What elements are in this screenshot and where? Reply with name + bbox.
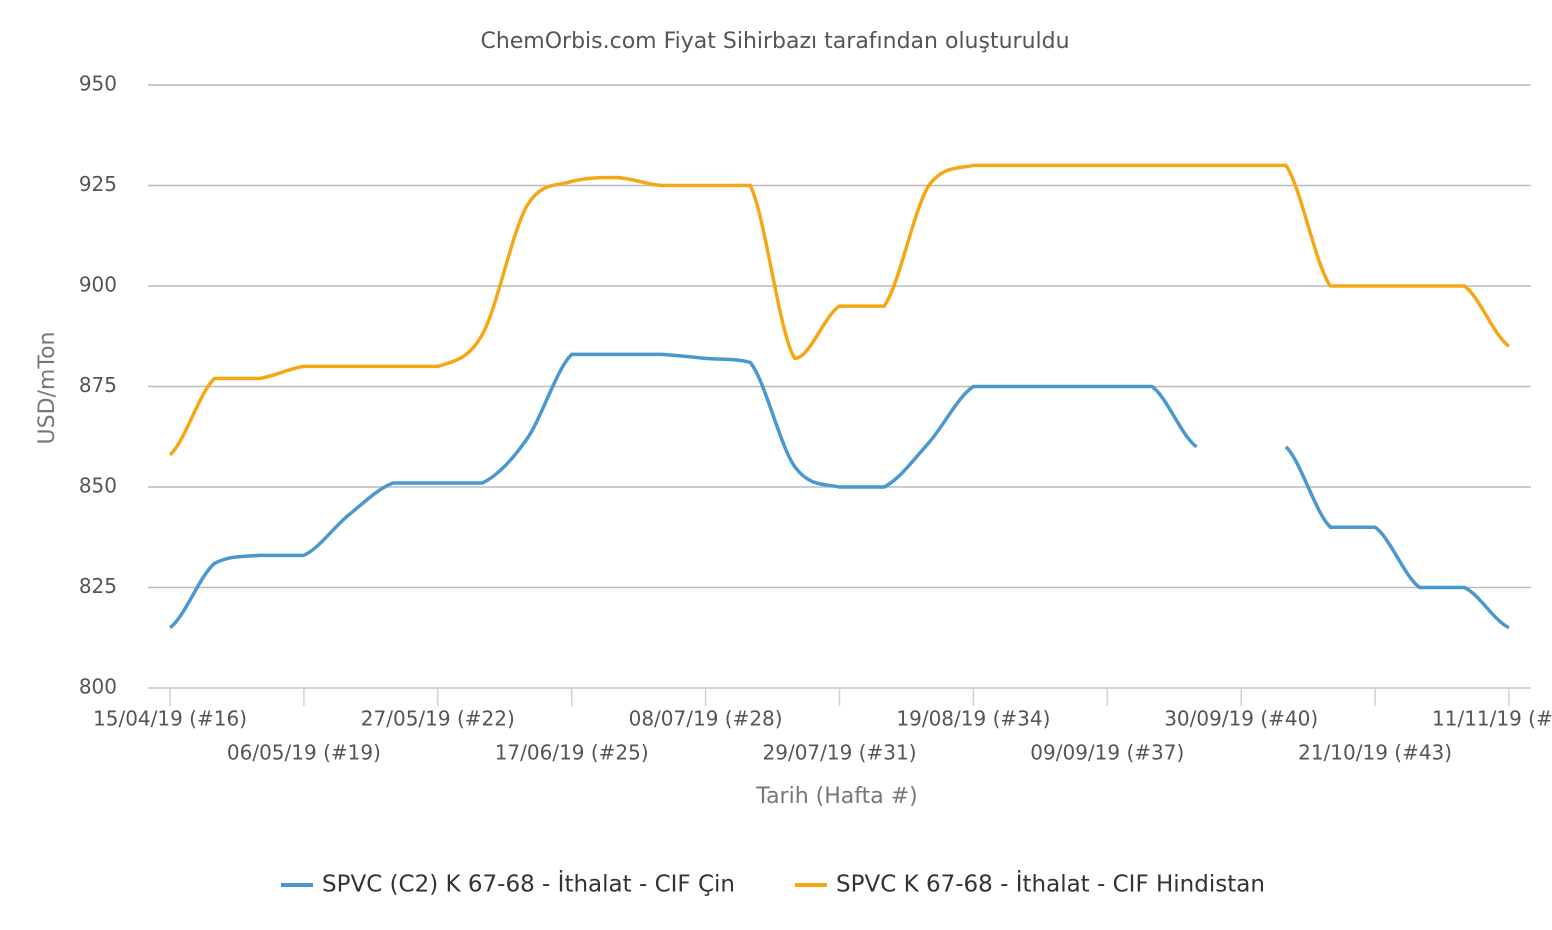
x-tick-label: 11/11/19 (#46) xyxy=(1432,707,1552,731)
y-tick-label: 950 xyxy=(79,72,117,96)
x-tick-label: 21/10/19 (#43) xyxy=(1298,741,1452,765)
y-tick-label: 925 xyxy=(79,172,117,196)
series-line xyxy=(1284,445,1510,630)
y-axis-title: USD/mTon xyxy=(35,332,60,445)
x-tick-label: 29/07/19 (#31) xyxy=(763,741,917,765)
x-axis-title: Tarih (Hafta #) xyxy=(755,784,917,809)
series-line xyxy=(168,352,1198,630)
y-tick-label: 875 xyxy=(79,373,117,397)
y-tick-label: 825 xyxy=(79,574,117,598)
y-tick-label: 850 xyxy=(79,474,117,498)
y-tick-label: 900 xyxy=(79,273,117,297)
x-tick-label: 06/05/19 (#19) xyxy=(227,741,381,765)
legend-label: SPVC (C2) K 67-68 - İthalat - CIF Çin xyxy=(322,870,735,898)
legend-label: SPVC K 67-68 - İthalat - CIF Hindistan xyxy=(836,870,1265,898)
x-tick-label: 17/06/19 (#25) xyxy=(495,741,649,765)
x-tick-label: 27/05/19 (#22) xyxy=(361,707,515,731)
x-tick-label: 08/07/19 (#28) xyxy=(629,707,783,731)
x-tick-label: 15/04/19 (#16) xyxy=(93,707,247,731)
x-tick-label: 09/09/19 (#37) xyxy=(1030,741,1184,765)
x-tick-label: 19/08/19 (#34) xyxy=(896,707,1050,731)
y-tick-label: 800 xyxy=(79,675,117,699)
x-tick-label: 30/09/19 (#40) xyxy=(1164,707,1318,731)
chart-title: ChemOrbis.com Fiyat Sihirbazı tarafından… xyxy=(480,29,1069,54)
series-line xyxy=(168,163,1511,457)
